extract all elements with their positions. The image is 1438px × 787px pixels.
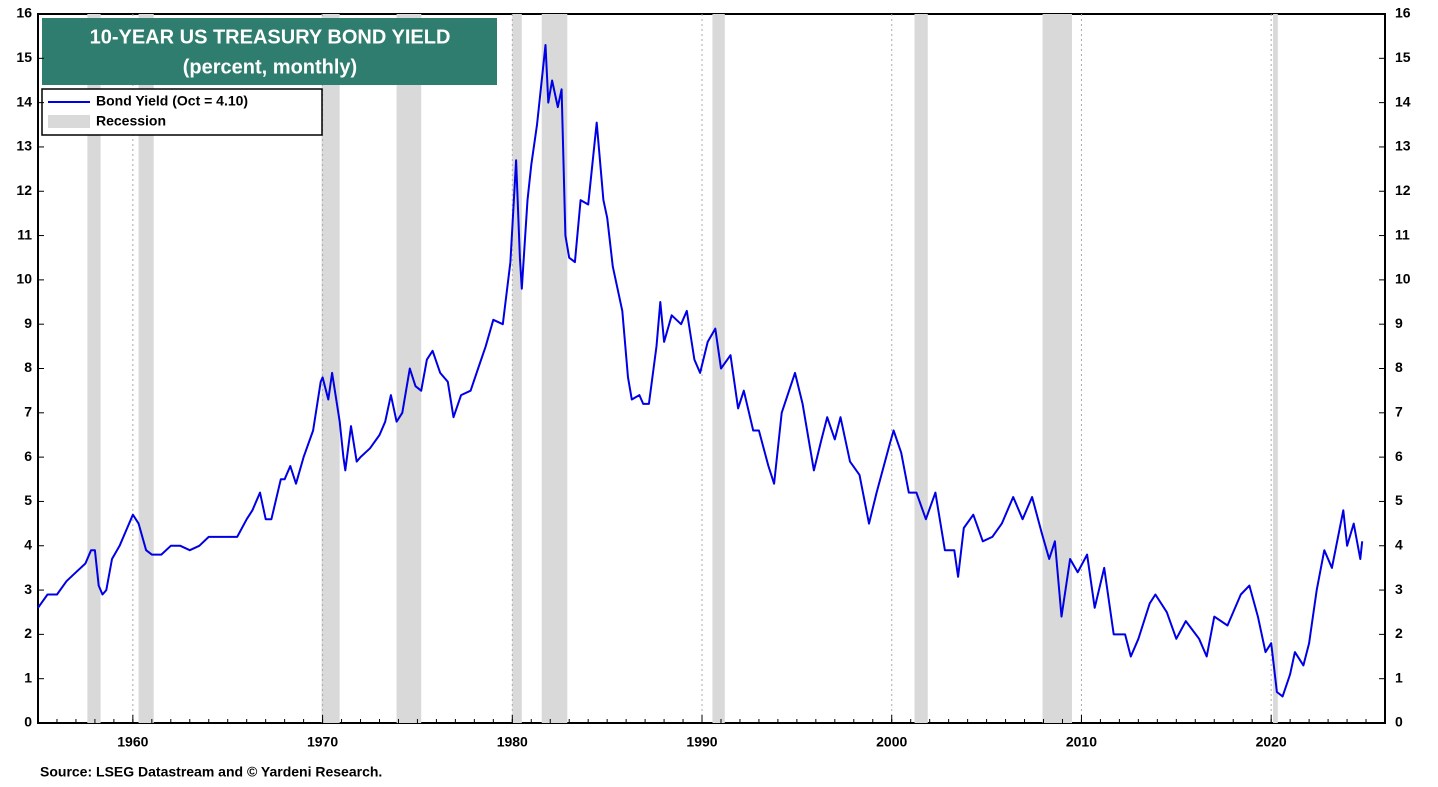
- y-tick-label: 10: [16, 271, 32, 287]
- y2-tick-label: 14: [1395, 93, 1411, 109]
- y-tick-label: 5: [24, 492, 32, 508]
- y2-tick-label: 4: [1395, 536, 1403, 552]
- y2-tick-label: 1: [1395, 669, 1403, 685]
- x-tick-label: 2010: [1066, 734, 1097, 750]
- x-tick-label: 1970: [307, 734, 338, 750]
- x-tick-label: 1980: [497, 734, 528, 750]
- recession-band: [321, 14, 340, 723]
- y-tick-label: 12: [16, 182, 32, 198]
- y2-tick-label: 8: [1395, 359, 1403, 375]
- y-tick-label: 3: [24, 581, 32, 597]
- x-tick-label: 2020: [1256, 734, 1287, 750]
- y2-tick-label: 12: [1395, 182, 1411, 198]
- source-note: Source: LSEG Datastream and © Yardeni Re…: [40, 764, 382, 780]
- y-tick-label: 6: [24, 448, 32, 464]
- y-tick-label: 0: [24, 714, 32, 730]
- y-tick-label: 15: [16, 49, 32, 65]
- y-tick-label: 13: [16, 138, 32, 154]
- y2-tick-label: 11: [1395, 226, 1410, 242]
- recession-band: [914, 14, 928, 723]
- y2-tick-label: 7: [1395, 404, 1403, 420]
- y-tick-label: 7: [24, 404, 32, 420]
- y2-tick-label: 13: [1395, 138, 1411, 154]
- y-tick-label: 1: [24, 669, 32, 685]
- series-line: [37, 44, 1364, 698]
- y2-tick-label: 0: [1395, 714, 1403, 730]
- legend-label: Recession: [96, 113, 166, 129]
- chart-title: 10-YEAR US TREASURY BOND YIELD: [90, 26, 451, 48]
- chart-subtitle: (percent, monthly): [183, 56, 357, 78]
- y-tick-label: 11: [17, 226, 32, 242]
- recession-band: [1273, 14, 1278, 723]
- y-tick-label: 8: [24, 359, 32, 375]
- x-tick-label: 2000: [876, 734, 907, 750]
- legend-label: Bond Yield (Oct = 4.10): [96, 93, 248, 109]
- recession-band: [138, 14, 154, 723]
- recession-band: [87, 14, 101, 723]
- y-tick-label: 9: [24, 315, 32, 331]
- y2-tick-label: 9: [1395, 315, 1403, 331]
- y2-tick-label: 5: [1395, 492, 1403, 508]
- recession-band: [541, 14, 568, 723]
- title-box: [42, 18, 497, 85]
- x-tick-label: 1990: [686, 734, 717, 750]
- y2-tick-label: 2: [1395, 625, 1403, 641]
- y-tick-label: 14: [16, 93, 32, 109]
- y2-tick-label: 3: [1395, 581, 1403, 597]
- y2-tick-label: 6: [1395, 448, 1403, 464]
- recession-band: [712, 14, 725, 723]
- y2-tick-label: 15: [1395, 49, 1411, 65]
- recession-band: [1042, 14, 1072, 723]
- legend-swatch: [48, 115, 90, 128]
- y2-tick-label: 10: [1395, 271, 1411, 287]
- recession-band: [512, 14, 522, 723]
- x-tick-label: 1960: [117, 734, 148, 750]
- y-tick-label: 16: [16, 5, 32, 21]
- y-tick-label: 2: [24, 625, 32, 641]
- y-tick-label: 4: [24, 536, 32, 552]
- y2-tick-label: 16: [1395, 5, 1411, 21]
